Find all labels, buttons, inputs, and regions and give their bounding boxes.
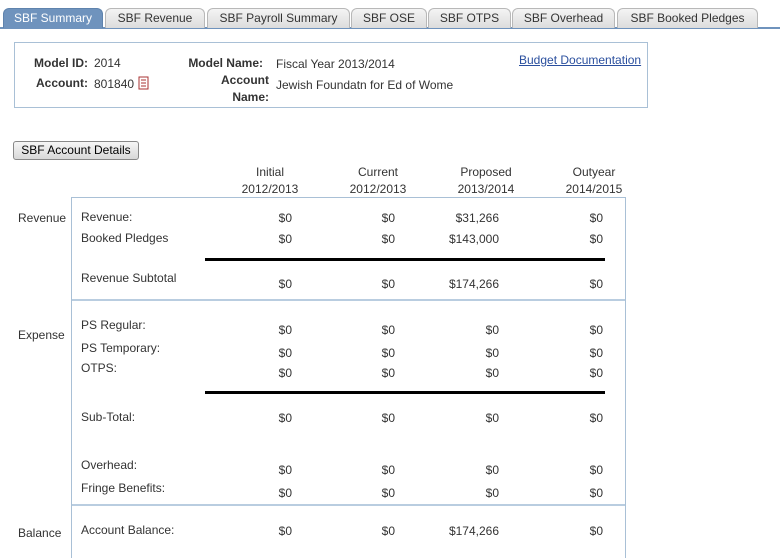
row-value: $143,000: [448, 232, 499, 246]
details-box: [71, 197, 626, 558]
row-value: $0: [278, 463, 292, 477]
account-name-label: Account Name:: [221, 73, 269, 104]
tab[interactable]: SBF OTPS: [428, 8, 511, 28]
column-header: Current: [357, 165, 398, 179]
total-rule: [205, 258, 605, 261]
tab-underline: [0, 27, 780, 29]
row-value: $0: [381, 524, 395, 538]
model-name: Fiscal Year 2013/2014: [276, 57, 395, 71]
row-value: $0: [278, 486, 292, 500]
column-header: Initial: [255, 165, 284, 179]
tab[interactable]: SBF Overhead: [512, 8, 615, 28]
tab[interactable]: SBF OSE: [351, 8, 427, 28]
row-value: $0: [381, 463, 395, 477]
row-value: $0: [381, 411, 395, 425]
column-header: 2013/2014: [457, 182, 515, 196]
row-value: $0: [485, 486, 499, 500]
row-value: $0: [485, 411, 499, 425]
row-value: $0: [381, 211, 395, 225]
tab[interactable]: SBF Revenue: [105, 8, 205, 28]
account-details-button[interactable]: SBF Account Details: [13, 141, 139, 160]
row-value: $0: [278, 366, 292, 380]
row-value: $0: [589, 411, 603, 425]
row-value: $0: [278, 277, 292, 291]
row-value: $0: [589, 211, 603, 225]
account: 801840: [94, 77, 135, 91]
total-rule: [205, 391, 605, 394]
model-id-label: Model ID:: [34, 56, 88, 70]
account-name: Jewish Foundatn for Ed of Wome: [276, 78, 454, 92]
row-value: $0: [589, 366, 603, 380]
account-lookup-icon[interactable]: [138, 76, 150, 90]
row-label: PS Regular:: [81, 318, 146, 332]
row-value: $0: [589, 323, 603, 337]
row-value: $0: [485, 463, 499, 477]
row-value: $0: [381, 277, 395, 291]
row-value: $0: [381, 232, 395, 246]
row-value: $0: [381, 346, 395, 360]
section-separator: [72, 504, 625, 506]
row-value: $0: [589, 277, 603, 291]
row-label: Booked Pledges: [81, 231, 169, 245]
row-value: $0: [589, 524, 603, 538]
row-value: $0: [485, 346, 499, 360]
section-separator: [72, 299, 625, 301]
account-label: Account:: [36, 76, 88, 90]
row-label: Account Balance:: [81, 523, 175, 537]
row-value: $0: [589, 463, 603, 477]
column-header: Outyear: [572, 165, 616, 179]
row-value: $31,266: [455, 211, 499, 225]
row-value: $174,266: [448, 277, 499, 291]
row-label: Revenue Subtotal: [81, 271, 177, 285]
row-value: $0: [485, 366, 499, 380]
row-label: Fringe Benefits:: [81, 481, 166, 495]
row-value: $0: [589, 346, 603, 360]
row-value: $0: [278, 346, 292, 360]
tab[interactable]: SBF Booked Pledges: [617, 8, 758, 28]
row-label: Overhead:: [81, 458, 138, 472]
row-value: $0: [278, 524, 292, 538]
row-label: OTPS:: [81, 361, 118, 375]
row-value: $0: [381, 323, 395, 337]
column-header: Proposed: [460, 165, 512, 179]
row-label: PS Temporary:: [81, 341, 161, 355]
section-label: Expense: [18, 328, 65, 342]
row-label: Revenue:: [81, 210, 133, 224]
column-header: 2012/2013: [349, 182, 407, 196]
row-value: $0: [589, 232, 603, 246]
row-value: $0: [278, 211, 292, 225]
section-label: Balance: [18, 526, 62, 540]
tab[interactable]: SBF Summary: [3, 8, 103, 28]
header-box: [14, 42, 648, 108]
row-value: $174,266: [448, 524, 499, 538]
row-value: $0: [278, 323, 292, 337]
section-label: Revenue: [18, 211, 67, 225]
row-value: $0: [485, 323, 499, 337]
tab[interactable]: SBF Payroll Summary: [207, 8, 350, 28]
budget-documentation-link[interactable]: Budget Documentation: [519, 53, 642, 67]
model-name-label: Model Name:: [188, 56, 263, 70]
row-value: $0: [589, 486, 603, 500]
row-value: $0: [381, 486, 395, 500]
column-header: 2012/2013: [241, 182, 299, 196]
model-id: 2014: [94, 56, 121, 70]
column-header: 2014/2015: [565, 182, 623, 196]
row-label: Sub-Total:: [81, 410, 136, 424]
row-value: $0: [381, 366, 395, 380]
row-value: $0: [278, 411, 292, 425]
row-value: $0: [278, 232, 292, 246]
